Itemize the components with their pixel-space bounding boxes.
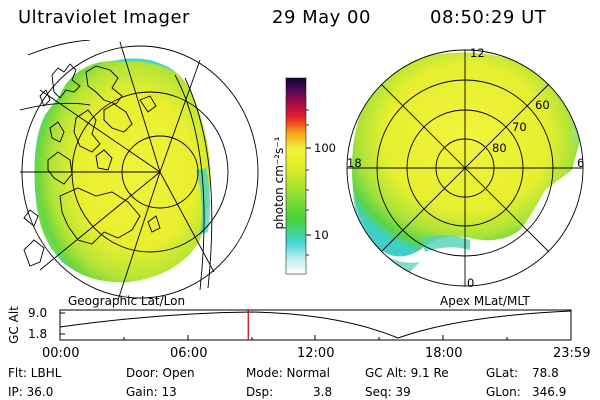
mlt-label-0: 0 bbox=[467, 276, 475, 290]
colorbar-tick-100: 100 bbox=[314, 141, 336, 155]
timeline-ymax: 9.0 bbox=[28, 306, 48, 320]
color-bar bbox=[285, 77, 311, 275]
orbit-altitude-plot bbox=[59, 309, 572, 341]
apex-image bbox=[346, 49, 584, 287]
footer-dsp-value: 3.8 bbox=[313, 385, 333, 399]
footer-door: Door: Open bbox=[126, 366, 195, 380]
footer-glat: GLat: bbox=[486, 366, 519, 380]
timeline-ymin: 1.8 bbox=[28, 327, 48, 341]
timeline-xtick-1200: 12:00 bbox=[297, 346, 335, 361]
footer-gain: Gain: 13 bbox=[126, 385, 177, 399]
mlat-label-60: 60 bbox=[535, 98, 550, 112]
timeline-xtick-1800: 18:00 bbox=[425, 346, 463, 361]
footer-seq: Seq: 39 bbox=[365, 385, 411, 399]
footer-flt: Flt: LBHL bbox=[8, 366, 62, 380]
footer-gcalt: GC Alt: 9.1 Re bbox=[365, 366, 449, 380]
timeline-xtick-2359: 23:59 bbox=[553, 346, 591, 361]
footer-dsp: Dsp: bbox=[246, 385, 274, 399]
date-label: 29 May 00 bbox=[272, 7, 371, 28]
timeline-xtick-0000: 00:00 bbox=[42, 346, 80, 361]
footer-glat-value: 78.8 bbox=[532, 366, 559, 380]
mlat-label-70: 70 bbox=[512, 120, 527, 134]
timeline-ylabel: GC Alt bbox=[7, 306, 21, 344]
footer-mode: Mode: Normal bbox=[246, 366, 330, 380]
geo-panel-label: Geographic Lat/Lon bbox=[68, 294, 186, 308]
colorbar-unit-label: photon cm⁻²s⁻¹ bbox=[272, 136, 286, 230]
geographic-image bbox=[20, 40, 259, 301]
time-label: 08:50:29 UT bbox=[430, 7, 547, 28]
colorbar-tick-10: 10 bbox=[314, 228, 329, 242]
mlt-label-18: 18 bbox=[347, 156, 362, 170]
apex-panel-label: Apex MLat/MLT bbox=[440, 294, 530, 308]
instrument-title: Ultraviolet Imager bbox=[18, 7, 190, 28]
footer-glon: GLon: bbox=[486, 385, 521, 399]
footer-ip: IP: 36.0 bbox=[8, 385, 54, 399]
mlat-label-80: 80 bbox=[492, 141, 507, 155]
mlt-label-12: 12 bbox=[470, 46, 485, 60]
timeline-xtick-0600: 06:00 bbox=[170, 346, 208, 361]
footer-glon-value: 346.9 bbox=[532, 385, 567, 399]
mlt-label-6: 6 bbox=[577, 156, 585, 170]
